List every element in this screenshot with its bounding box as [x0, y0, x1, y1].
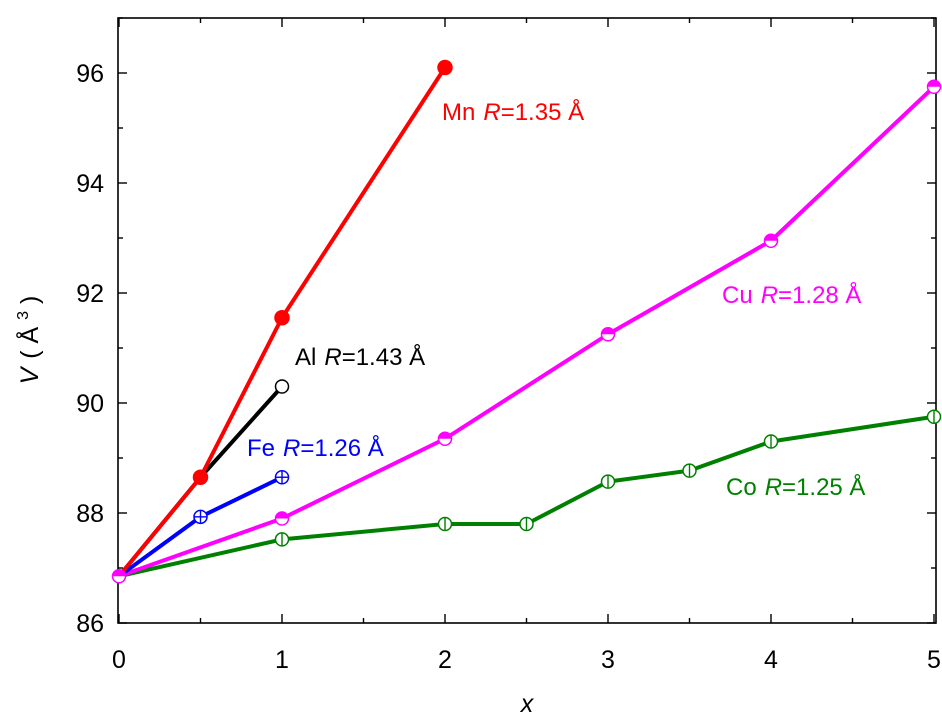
series-co — [118, 409, 942, 579]
series-label-value: =1.28 Å — [778, 281, 861, 309]
y-tick-label: 92 — [76, 280, 104, 308]
y-axis-title-open-paren: ( — [16, 350, 44, 359]
data-point-mn — [192, 469, 209, 485]
data-point-co — [437, 516, 453, 532]
axis-ticks — [118, 17, 936, 624]
series-label-al: Al R=1.43 Å — [295, 343, 425, 371]
series-layer — [111, 59, 942, 584]
series-label-element: Co — [726, 474, 757, 501]
series-line-co — [118, 414, 935, 579]
data-point-co — [519, 516, 534, 532]
x-tick-label: 3 — [601, 646, 615, 674]
data-point-cu — [600, 327, 616, 342]
series-line-mn — [117, 66, 447, 578]
data-point-co — [926, 409, 942, 424]
series-fe — [117, 470, 290, 578]
series-label-co: Co R=1.25 Å — [726, 473, 865, 501]
series-label-element: Cu — [722, 282, 753, 309]
x-tick-label: 1 — [275, 646, 289, 674]
data-point-fe — [193, 509, 208, 525]
series-label-mn: Mn R=1.35 Å — [442, 98, 584, 126]
x-tick-label: 0 — [112, 646, 126, 674]
data-point-al — [274, 379, 290, 394]
data-point-cu — [763, 233, 779, 248]
series-label-cu: Cu R=1.28 Å — [722, 281, 861, 309]
series-cu — [118, 79, 942, 579]
data-point-cu — [274, 511, 290, 526]
series-label-symbol: R — [483, 99, 500, 126]
series-label-element: Mn — [442, 99, 475, 126]
x-tick-label: 2 — [438, 646, 452, 674]
y-axis-title-main: V — [16, 365, 44, 384]
data-point-co — [600, 474, 616, 489]
y-axis-title-unit: Å — [14, 326, 44, 343]
data-point-mn — [274, 310, 290, 326]
data-point-co — [274, 532, 290, 547]
data-point-fe — [274, 470, 290, 485]
y-tick-label: 90 — [76, 390, 104, 418]
data-point-co — [682, 463, 697, 478]
y-tick-label: 96 — [76, 60, 104, 88]
y-axis-title-exponent: 3 — [15, 311, 32, 320]
data-point-cu — [926, 79, 942, 94]
y-tick-label: 86 — [76, 610, 104, 638]
series-label-symbol: R — [761, 282, 778, 309]
data-point-origin — [111, 569, 127, 584]
series-label-fe: Fe R=1.26 Å — [247, 434, 384, 462]
data-point-cu — [437, 431, 453, 446]
series-label-element: Al — [295, 344, 316, 371]
series-label-value: =1.26 Å — [300, 434, 383, 462]
series-mn — [117, 59, 453, 578]
series-label-symbol: R — [324, 344, 341, 371]
y-axis-title-close-paren: ) — [16, 296, 44, 304]
series-label-value: =1.43 Å — [342, 343, 425, 371]
x-axis-title: x — [520, 690, 535, 718]
series-annotations: Mn R=1.35 ÅAl R=1.43 ÅFe R=1.26 ÅCu R=1.28 Å… — [247, 98, 865, 501]
x-tick-label: 5 — [927, 646, 941, 674]
y-axis-title: V ( Å 3 ) — [6, 296, 44, 385]
series-label-value: =1.25 Å — [782, 473, 865, 501]
series-label-symbol: R — [765, 474, 782, 501]
series-label-value: =1.35 Å — [501, 98, 584, 126]
series-label-symbol: R — [283, 435, 300, 462]
y-tick-label: 94 — [76, 170, 104, 198]
data-point-mn — [437, 59, 453, 76]
x-tick-label: 4 — [764, 646, 778, 674]
y-tick-label: 88 — [76, 500, 104, 528]
series-line-cu — [118, 85, 936, 579]
series-label-element: Fe — [247, 435, 275, 462]
tick-labels: 0 1 2 3 4 5 86 88 90 92 94 96 — [76, 60, 941, 674]
data-point-co — [763, 434, 779, 449]
